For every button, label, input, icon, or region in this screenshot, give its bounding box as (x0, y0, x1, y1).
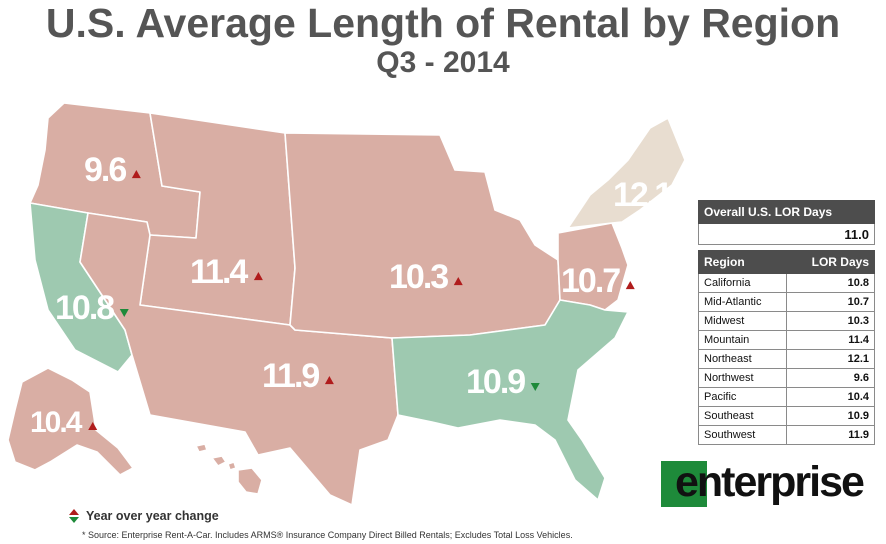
days-cell: 11.4 (786, 330, 875, 350)
page-title: U.S. Average Length of Rental by Region (45, 0, 841, 46)
region-cell: Mountain (697, 330, 788, 350)
up-arrow-icon (88, 421, 98, 431)
value-label-mid-atlantic: 10.7 (561, 262, 620, 300)
region-pacific-hawaii (227, 461, 237, 471)
down-arrow-icon (530, 382, 540, 392)
region-cell: Mid-Atlantic (697, 292, 788, 312)
region-cell: Midwest (697, 311, 788, 331)
table-row: California 10.8 (697, 273, 875, 293)
legend-label: Year over year change (86, 509, 219, 523)
region-pacific-hawaii (195, 443, 208, 453)
up-arrow-icon (131, 170, 141, 179)
value-label-midwest: 10.3 (389, 258, 448, 296)
table-row: Southeast 10.9 (697, 406, 875, 426)
days-cell: 11.9 (786, 425, 875, 445)
source-note: * Source: Enterprise Rent-A-Car. Include… (82, 530, 573, 540)
overall-value: 11.0 (698, 223, 875, 245)
up-arrow-icon (324, 376, 334, 385)
page-subtitle: Q3 - 2014 (376, 46, 510, 79)
value-label-southwest: 11.9 (262, 357, 319, 395)
region-cell: Northwest (697, 368, 788, 388)
table-row: Southwest 11.9 (697, 425, 875, 445)
column-header-lor-days: LOR Days (786, 250, 875, 274)
table-row: Pacific 10.4 (697, 387, 875, 407)
region-cell: California (697, 273, 788, 293)
table-row: Northeast 12.1 (697, 349, 875, 369)
table-row: Northwest 9.6 (697, 368, 875, 388)
up-down-arrows-icon (69, 509, 79, 523)
table-row: Midwest 10.3 (697, 311, 875, 331)
up-arrow-icon (253, 272, 263, 281)
days-cell: 10.7 (786, 292, 875, 312)
region-mid-atlantic (557, 222, 629, 311)
region-cell: Pacific (697, 387, 788, 407)
up-arrow-icon (453, 277, 463, 286)
value-label-pacific: 10.4 (30, 406, 83, 439)
legend: Year over year change (68, 508, 219, 524)
region-northeast (567, 117, 686, 229)
value-label-mountain: 11.4 (190, 253, 248, 291)
value-label-northwest: 9.6 (84, 151, 126, 189)
region-cell: Southeast (697, 406, 788, 426)
overall-lor-table: Overall U.S. LOR Days 11.0 (698, 200, 875, 245)
region-pacific-hawaii (211, 455, 227, 467)
region-lor-table: Region LOR Days California 10.8 Mid-Atlan… (697, 250, 875, 445)
table-row: Mountain 11.4 (697, 330, 875, 350)
region-pacific-alaska (7, 367, 134, 476)
region-southwest (79, 212, 399, 506)
days-cell: 10.3 (786, 311, 875, 331)
table-row: Mid-Atlantic 10.7 (697, 292, 875, 312)
days-cell: 9.6 (786, 368, 875, 388)
down-arrow-icon (119, 308, 129, 318)
up-arrow-icon (625, 281, 635, 290)
value-label-southeast: 10.9 (466, 363, 525, 401)
value-label-northeast: 12.1 (613, 176, 672, 214)
days-cell: 10.9 (786, 406, 875, 426)
logo-text: enterprise (675, 458, 865, 506)
days-cell: 12.1 (786, 349, 875, 369)
value-label-california: 10.8 (55, 289, 114, 327)
enterprise-e-logo-icon (661, 461, 707, 507)
region-pacific-hawaii (237, 467, 263, 495)
region-cell: Northeast (697, 349, 788, 369)
overall-header: Overall U.S. LOR Days (698, 200, 875, 224)
region-midwest (284, 132, 561, 339)
enterprise-logo: enterprise (661, 458, 881, 507)
region-cell: Southwest (697, 425, 788, 445)
days-cell: 10.4 (786, 387, 875, 407)
region-southeast (391, 299, 629, 501)
days-cell: 10.8 (786, 273, 875, 293)
column-header-region: Region (697, 250, 788, 274)
